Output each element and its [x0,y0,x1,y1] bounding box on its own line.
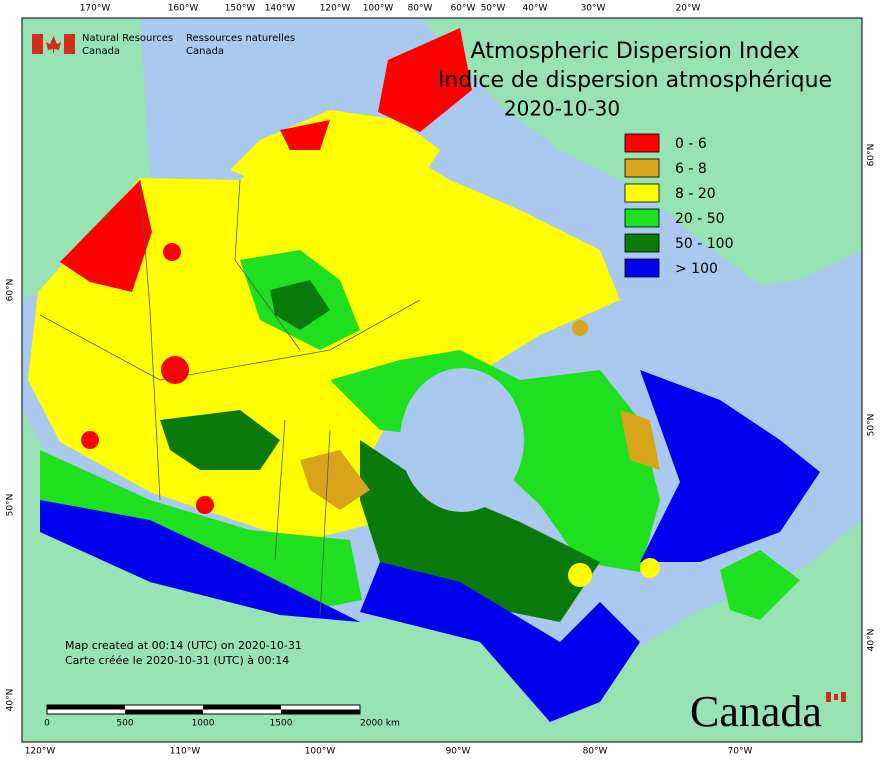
spot-red [163,243,181,261]
legend-label: > 100 [675,261,718,277]
scale-label: 500 [116,719,133,729]
graticule-label: 30°W [581,4,606,14]
graticule-labels: 170°W 160°W 150°W 140°W 120°W 100°W 80°W 60°W 50… [6,4,877,757]
alaska [22,18,150,300]
flag-bar [64,34,75,54]
maple-leaf [46,36,61,53]
legend-swatch [624,233,660,253]
region-yukon-red [60,180,152,292]
scale-label: 0 [44,719,50,729]
agency-logo: Natural Resources Canada Ressources natu… [32,33,295,57]
agency-fr: Ressources naturelles [186,33,295,44]
united-states-west [22,410,560,742]
province-border [319,429,331,616]
graticule-label: 120°W [25,747,56,757]
region-ontario-blue [360,562,640,722]
spot-red [161,356,189,384]
legend-label: 20 - 50 [675,211,725,227]
scale-label: 1000 [192,719,215,729]
graticule-label: 20°W [676,4,701,14]
note: Carte créée le 2020-10-31 (UTC) à 00:14 [65,654,289,667]
spot-orange [572,320,588,336]
province-border [234,179,301,351]
united-states-east [540,520,862,742]
graticule-label: 60°N [867,144,877,167]
scale-label: 1500 [270,719,293,729]
wordmark-flag [834,694,838,700]
graticule-label: 70°W [728,747,753,757]
agency-en: Canada [82,46,120,57]
wordmark-flag [841,692,846,702]
graticule-label: 170°W [80,4,111,14]
graticule-label: 60°N [6,279,16,302]
region-maritimes-green [720,550,800,620]
graticule-label: 80°W [583,747,608,757]
region-labrador-blue [640,370,820,562]
legend-label: 0 - 6 [675,136,707,152]
spot-yellow [568,563,592,587]
legend: 0 - 6 6 - 8 8 - 20 20 - 50 50 - 100 > 100 [624,133,734,278]
region-nunavut-darkgreen [270,280,330,330]
spot-red [81,431,99,449]
title: Atmospheric Dispersion Index [471,39,800,64]
region-quebec-orange [620,410,660,470]
graticule-label: 160°W [168,4,199,14]
flag-bar [32,34,43,54]
wordmark-flag [826,692,831,702]
legend-swatch [624,133,660,153]
graticule-label: 50°W [481,4,506,14]
wordmark: Canada [690,687,846,736]
graticule-label: 90°W [446,747,471,757]
graticule-label: 110°W [170,747,201,757]
region-border-blue [40,500,360,622]
graticule-label: 40°N [6,689,16,712]
legend-swatch [624,183,660,203]
scale-bar: 0 500 1000 1500 2000 km [44,704,400,729]
graticule-label: 40°N [867,629,877,652]
legend-swatch [624,158,660,178]
scale-bar-segment [47,705,125,710]
map-frame [21,17,863,743]
legend-swatch [624,208,660,228]
graticule-label: 80°W [408,4,433,14]
region-islands-red [280,120,330,150]
graticule-label: 150°W [225,4,256,14]
spot-yellow [640,558,660,578]
legend-label: 50 - 100 [675,236,734,252]
graticule-label: 50°N [867,414,877,437]
legend-label: 6 - 8 [675,161,707,177]
map [22,18,862,742]
province-border [274,419,286,561]
region-arctic-islands [230,110,440,190]
province-border [39,299,421,381]
note: Map created at 00:14 (UTC) on 2020-10-31 [65,639,302,652]
province-border [139,179,161,501]
scale-label: 2000 km [360,719,400,729]
graticule-label: 50°N [6,494,16,517]
graticule-label: 40°W [523,4,548,14]
graticule-label: 140°W [265,4,296,14]
hudson-bay [400,368,524,512]
graticule-label: 100°W [363,4,394,14]
legend-label: 8 - 20 [675,186,716,202]
scale-bar-segment [125,709,203,714]
region-ellesmere-red [378,28,472,132]
graticule-label: 120°W [320,4,351,14]
graticule-label: 100°W [305,747,336,757]
agency-fr: Canada [186,46,224,57]
spot-red [196,496,214,514]
map-date: 2020-10-30 [504,97,620,121]
region-sask-darkgreen [160,410,280,470]
scale-bar-segment [281,709,360,714]
region-sask-orange [300,450,370,510]
title: Indice de dispersion atmosphérique [438,68,832,93]
agency-en: Natural Resources [82,33,173,44]
legend-swatch [624,258,660,278]
scale-bar-segment [203,705,281,710]
graticule-label: 60°W [451,4,476,14]
wordmark-text: Canada [690,687,822,736]
region-prairie-green [40,450,362,612]
